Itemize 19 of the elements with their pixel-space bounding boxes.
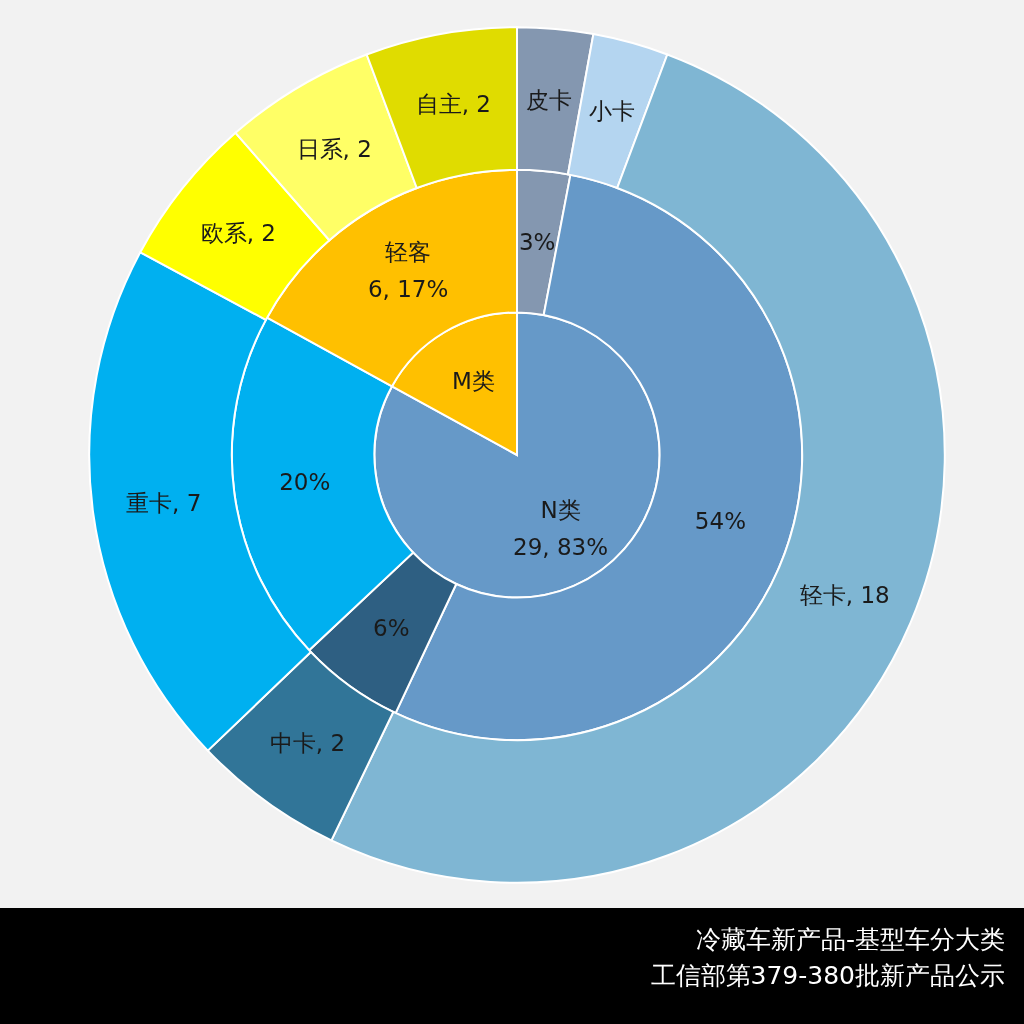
slice-label: 重卡, 7	[126, 489, 202, 516]
slice-label: 自主, 2	[415, 91, 491, 118]
text: 冷藏车新产品-基型车分大类	[694, 924, 1005, 956]
slice-label: 日系, 2	[296, 135, 372, 162]
slice-label: N类	[540, 497, 581, 524]
slice-label: 欧系, 2	[200, 219, 276, 246]
slice-label: 轻卡, 18	[799, 582, 890, 609]
data-label: 6%	[373, 615, 410, 642]
text: 工信部第379-380批新产品公示	[650, 960, 1005, 992]
data-label: 29, 83%	[513, 534, 609, 561]
data-label: 20%	[279, 468, 331, 495]
slice-label: 轻客	[385, 239, 432, 266]
data-label: 6, 17%	[367, 276, 449, 303]
slice-label: 小卡	[588, 98, 635, 125]
data-label: 54%	[694, 508, 746, 535]
slice-label: 中卡, 2	[269, 730, 346, 757]
data-label: 3%	[518, 229, 556, 256]
slice-label: M类	[452, 368, 495, 395]
slice-label: 皮卡	[525, 86, 572, 113]
